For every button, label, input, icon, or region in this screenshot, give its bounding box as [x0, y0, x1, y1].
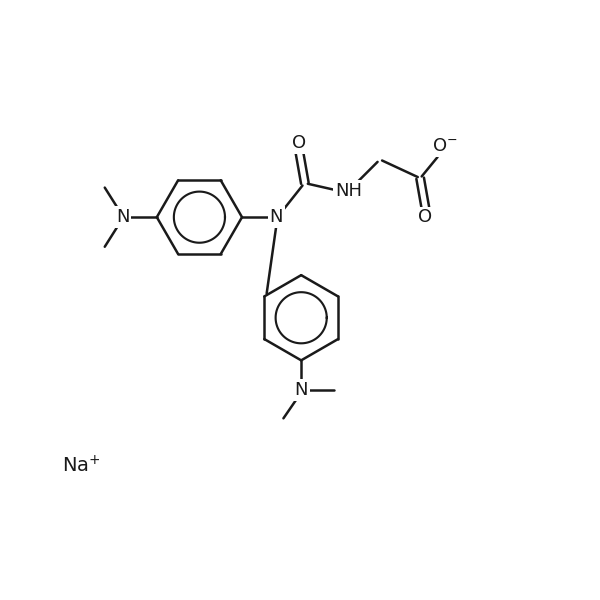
Text: N: N: [269, 208, 283, 226]
Text: N: N: [116, 208, 129, 226]
Text: NH: NH: [335, 182, 362, 200]
Text: Na$^{+}$: Na$^{+}$: [62, 455, 100, 476]
Text: O: O: [292, 134, 307, 152]
Text: N: N: [295, 381, 308, 399]
Text: O$^{-}$: O$^{-}$: [432, 137, 457, 155]
Text: O: O: [418, 208, 433, 226]
